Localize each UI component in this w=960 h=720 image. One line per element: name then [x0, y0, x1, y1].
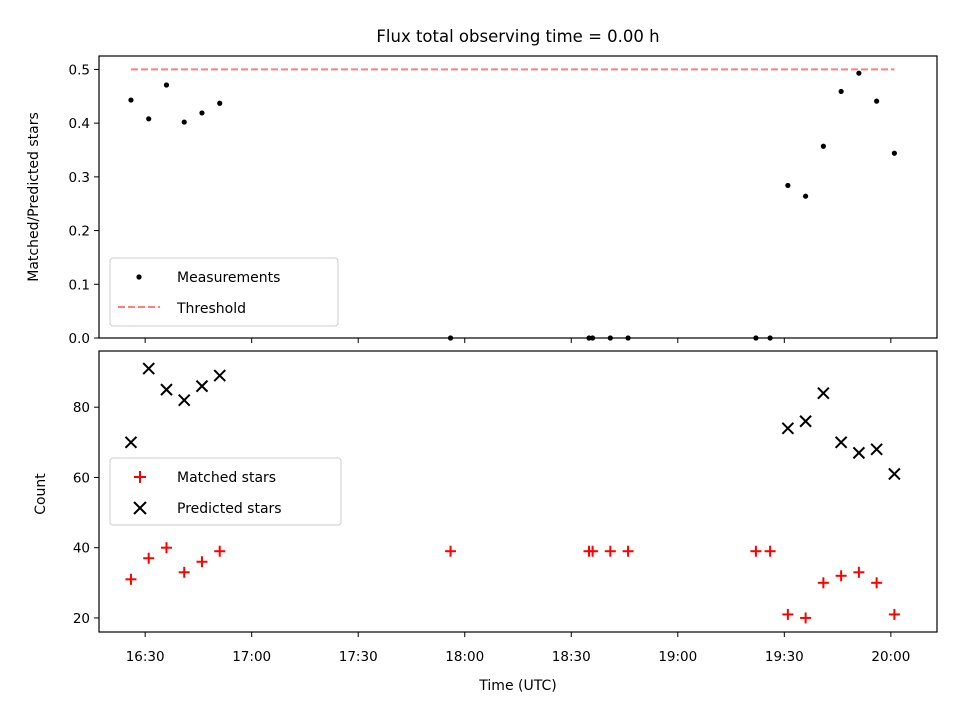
x-tick-label: 17:30 — [339, 649, 378, 665]
legend-threshold-label: Threshold — [176, 301, 246, 317]
matched-star-point — [125, 573, 137, 585]
matched-star-point — [143, 552, 155, 564]
matched-star-point — [817, 577, 829, 589]
matched-star-point — [445, 545, 457, 557]
x-tick-label: 16:30 — [126, 649, 165, 665]
bottom-y-tick-label: 60 — [73, 470, 90, 486]
x-tick-label: 19:30 — [765, 649, 804, 665]
x-axis-label: Time (UTC) — [478, 678, 556, 694]
top-y-ticks: 0.0 0.1 0.2 0.3 0.4 0.5 — [69, 62, 99, 347]
bottom-legend-box — [109, 457, 342, 526]
legend-predicted-marker — [133, 501, 147, 515]
matched-star-point — [622, 545, 634, 557]
x-tick-label: 19:00 — [658, 649, 697, 665]
top-legend: Measurements Threshold — [109, 257, 339, 327]
measurement-point — [128, 97, 134, 103]
bottom-y-ticks: 20 40 60 80 — [73, 400, 99, 627]
chart-title: Flux total observing time = 0.00 h — [376, 27, 659, 46]
predicted-star-point — [834, 436, 848, 449]
bottom-y-tick-label: 40 — [73, 541, 90, 557]
measurement-point — [785, 182, 791, 189]
x-tick-label: 20:00 — [871, 649, 910, 665]
matched-star-point — [835, 570, 847, 582]
top-y-tick-label: 0.2 — [69, 224, 90, 240]
matched-star-point — [160, 542, 172, 554]
top-y-tick-label: 0.5 — [69, 62, 90, 78]
top-y-tick-label: 0.0 — [69, 331, 90, 347]
predicted-star-point — [888, 467, 901, 481]
predicted-star-point — [870, 443, 883, 456]
predicted-star-point — [124, 436, 138, 449]
measurement-point — [163, 82, 170, 88]
matched-star-point — [764, 545, 776, 557]
measurement-point — [217, 100, 223, 106]
predicted-star-point — [213, 369, 226, 382]
matched-star-point — [888, 608, 900, 620]
predicted-star-point — [178, 393, 191, 407]
predicted-star-point — [817, 386, 830, 400]
predicted-star-point — [195, 379, 209, 393]
predicted-star-point — [799, 415, 812, 428]
bottom-y-tick-label: 80 — [73, 400, 90, 416]
predicted-star-point — [160, 383, 173, 396]
matched-star-point — [587, 545, 599, 557]
top-y-axis-label: Matched/Predicted stars — [26, 112, 42, 282]
bottom-legend: Matched stars Predicted stars — [109, 457, 342, 526]
measurement-point — [820, 143, 826, 149]
bottom-x-ticks: 16:30 17:00 17:30 18:00 18:30 19:00 19:30 20:00 — [126, 632, 910, 665]
matched-star-point — [178, 566, 190, 578]
predicted-star-point — [852, 446, 866, 460]
top-panel: 0.0 0.1 0.2 0.3 0.4 0.5 Matched/Predicted sta… — [26, 55, 938, 347]
matched-star-point — [750, 545, 762, 557]
measurement-point — [856, 70, 862, 76]
matched-star-point — [782, 608, 794, 620]
bottom-y-axis-label: Count — [33, 473, 49, 515]
matched-star-point — [214, 545, 226, 557]
measurement-point — [199, 110, 205, 116]
measurement-point — [891, 150, 897, 156]
predicted-star-point — [142, 362, 155, 375]
legend-measurements-marker — [136, 274, 142, 280]
measurement-point — [874, 98, 880, 104]
predicted-star-point — [781, 422, 795, 435]
measurement-point — [181, 119, 187, 125]
x-tick-label: 18:00 — [445, 649, 484, 665]
bottom-y-tick-label: 20 — [73, 611, 90, 627]
legend-predicted-label: Predicted stars — [177, 501, 282, 517]
matched-star-point — [604, 545, 616, 557]
top-x-ticks — [144, 338, 892, 343]
measurement-point — [803, 193, 809, 199]
top-axes-frame — [98, 55, 938, 339]
top-y-tick-label: 0.3 — [69, 170, 90, 186]
matched-star-point — [800, 612, 812, 624]
legend-matched-marker — [134, 471, 146, 483]
top-y-tick-label: 0.4 — [69, 116, 90, 132]
measurement-point — [146, 116, 152, 122]
x-tick-label: 17:00 — [232, 649, 271, 665]
measurement-point — [838, 88, 844, 95]
legend-measurements-label: Measurements — [177, 270, 280, 286]
top-y-tick-label: 0.1 — [69, 277, 90, 293]
bottom-axes-frame — [98, 350, 938, 633]
matched-star-point — [196, 556, 208, 568]
matched-star-point — [853, 566, 865, 578]
x-tick-label: 18:30 — [552, 649, 591, 665]
top-legend-box — [109, 257, 339, 327]
legend-matched-label: Matched stars — [177, 470, 276, 486]
bottom-plot-area — [124, 362, 901, 624]
matched-star-point — [871, 577, 883, 589]
